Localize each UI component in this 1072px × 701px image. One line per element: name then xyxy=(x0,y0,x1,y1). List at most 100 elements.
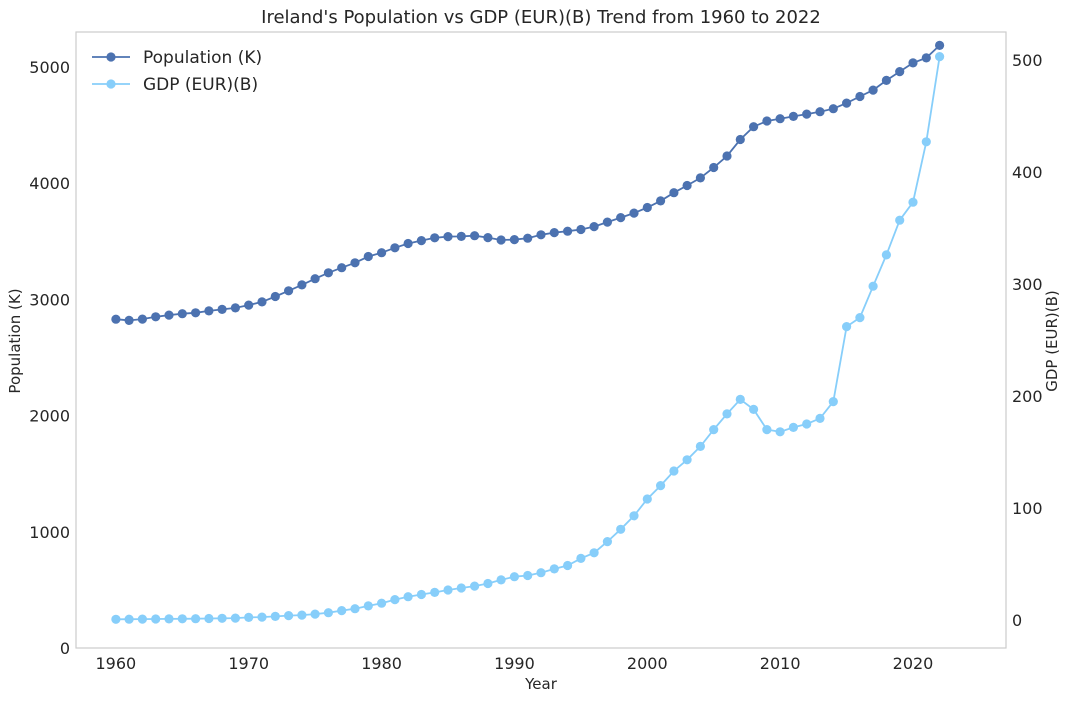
y-right-tick-label: 400 xyxy=(1012,163,1043,182)
series-2-point xyxy=(363,601,373,611)
series-2-point xyxy=(602,537,613,547)
series-1-point xyxy=(443,232,453,242)
series-1-point xyxy=(257,297,267,307)
series-2-point xyxy=(881,250,892,260)
x-tick-label: 2020 xyxy=(893,654,934,673)
series-1-point xyxy=(470,231,480,241)
series-2-point xyxy=(177,614,187,624)
series-2-point xyxy=(137,614,147,624)
series-1-point xyxy=(749,122,759,132)
series-1-point xyxy=(682,180,692,191)
series-1-point xyxy=(921,53,931,63)
series-1-point xyxy=(656,196,666,206)
series-2-point xyxy=(589,548,599,558)
legend: Population (K) GDP (EUR)(B) xyxy=(92,48,262,95)
series-2-point xyxy=(815,413,825,423)
series-1-point xyxy=(509,235,519,245)
series-1-point xyxy=(642,202,652,213)
series-1-point xyxy=(695,173,706,183)
series-1-point xyxy=(602,217,613,227)
series-1-point xyxy=(722,151,732,161)
series-2-point xyxy=(935,52,945,62)
x-axis-title: Year xyxy=(524,675,558,693)
series-2-point xyxy=(709,425,719,435)
x-tick-label: 2000 xyxy=(627,654,668,673)
series-2-point xyxy=(536,568,546,578)
series-1-point xyxy=(483,233,493,243)
series-1-point xyxy=(403,238,413,249)
series-2-point xyxy=(656,481,666,491)
series-1-point xyxy=(709,162,719,173)
y-right-axis-title: GDP (EUR)(B) xyxy=(1043,290,1061,392)
series-2-point xyxy=(523,570,533,581)
series-2-point xyxy=(509,572,519,582)
series-2-point xyxy=(350,604,360,614)
series-1-point xyxy=(244,300,254,310)
y-right-tick-label: 300 xyxy=(1012,275,1043,294)
series-1-point xyxy=(350,258,360,268)
series-1-point xyxy=(284,286,294,296)
series-1-point xyxy=(124,315,134,325)
series-2-point xyxy=(788,422,799,432)
series-1-point xyxy=(137,314,147,324)
series-2-point xyxy=(230,613,240,623)
y-right-tick-label: 500 xyxy=(1012,51,1043,70)
series-2-point xyxy=(430,587,440,598)
series-1-point xyxy=(191,308,201,318)
series-1-point xyxy=(310,274,320,284)
series-2-point xyxy=(775,427,785,437)
x-tick-label: 1960 xyxy=(95,654,136,673)
series-2-point xyxy=(284,611,294,621)
series-1-point xyxy=(563,226,573,236)
series-1-point xyxy=(430,233,440,243)
y-left-tick-label: 4000 xyxy=(29,174,70,193)
series-1-point xyxy=(204,306,214,316)
series-1-point xyxy=(842,98,852,108)
y-left-axis-title: Population (K) xyxy=(6,288,24,393)
series-2-point xyxy=(563,560,573,571)
series-2-point xyxy=(456,583,466,593)
series-1-point xyxy=(735,134,745,145)
legend-marker xyxy=(106,79,116,89)
series-1-point xyxy=(164,310,174,320)
series-1-point xyxy=(177,309,187,319)
series-2-point xyxy=(842,322,852,332)
series-2-point xyxy=(416,589,426,600)
series-1-point xyxy=(363,251,373,262)
series-2-point xyxy=(191,614,201,624)
legend-label: GDP (EUR)(B) xyxy=(143,75,258,95)
series-2-point xyxy=(616,524,626,534)
series-2-point xyxy=(576,553,586,564)
series-2-point xyxy=(403,592,413,602)
series-2-point xyxy=(337,606,347,616)
series-2-point xyxy=(323,608,333,618)
series-2-point xyxy=(895,215,905,225)
y-right-tick-label: 200 xyxy=(1012,387,1043,406)
series-2-point xyxy=(204,613,214,624)
series-1-point xyxy=(390,243,400,253)
series-1-point xyxy=(895,67,905,77)
series-2-point xyxy=(722,409,732,419)
y-left-tick-label: 0 xyxy=(60,639,70,658)
series-2-point xyxy=(111,614,121,624)
series-2-point xyxy=(855,313,865,323)
series-2-point xyxy=(802,419,812,429)
series-1-point xyxy=(456,231,466,241)
series-2-point xyxy=(735,394,745,404)
series-1-point xyxy=(536,230,546,240)
series-2-point xyxy=(828,397,838,407)
series-2-point xyxy=(470,581,480,591)
series-2-point xyxy=(749,404,759,414)
series-1-point xyxy=(815,107,825,117)
series-2-point xyxy=(124,614,134,624)
series-2-point xyxy=(921,137,931,147)
chart-title: Ireland's Population vs GDP (EUR)(B) Tre… xyxy=(261,7,821,28)
series-1-point xyxy=(297,280,307,290)
y-left-tick-label: 3000 xyxy=(29,290,70,309)
series-2-point xyxy=(151,614,161,624)
series-1-point xyxy=(217,304,227,314)
series-2-point xyxy=(868,281,878,291)
series-1-point xyxy=(775,114,785,124)
series-2-point xyxy=(217,613,227,623)
